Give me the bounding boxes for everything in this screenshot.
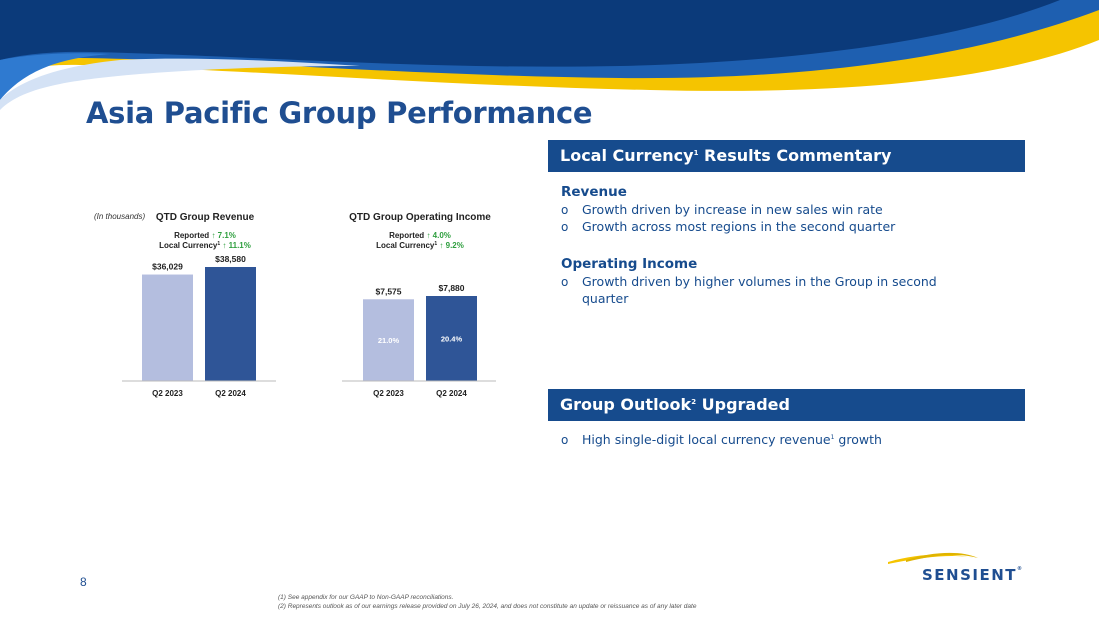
revenue-heading: Revenue — [561, 184, 627, 200]
x-tick-label: Q2 2024 — [215, 389, 246, 398]
reported-growth: Reported ↑ 7.1% — [174, 231, 236, 240]
operating-income-bullets: Growth driven by higher volumes in the G… — [561, 274, 982, 307]
outlook-section: High single-digit local currency revenue… — [561, 430, 982, 449]
bar-value-label: $7,880 — [439, 283, 465, 293]
chart-title: QTD Group Operating Income — [349, 212, 491, 223]
footnote-2: (2) Represents outlook as of our earning… — [278, 602, 697, 610]
bar-q2-2024 — [205, 267, 256, 381]
local-currency-growth: Local Currency1 ↑ 9.2% — [376, 238, 464, 250]
revenue-bullets: Growth driven by increase in new sales w… — [561, 202, 982, 235]
chart-title: QTD Group Revenue — [156, 212, 255, 223]
bar-q2-2023 — [142, 274, 193, 381]
commentary-header-text: Local Currency — [560, 146, 694, 165]
chart-units-note: (In thousands) — [94, 212, 145, 221]
outlook-header-text: Group Outlook — [560, 395, 692, 414]
sensient-logo: SENSIENT® — [922, 566, 1022, 584]
local-currency-label: Local Currency — [376, 241, 435, 250]
bar-value-label: $7,575 — [376, 286, 402, 296]
local-currency-growth-value: ↑ 11.1% — [222, 241, 250, 250]
operating-income-chart-svg: QTD Group Operating Income Reported ↑ 4.… — [342, 212, 496, 398]
reported-label: Reported — [174, 231, 209, 240]
x-tick-label: Q2 2023 — [373, 389, 404, 398]
footnote-ref: 1 — [693, 149, 699, 157]
outlook-bullet-text: High single-digit local currency revenue — [582, 432, 831, 447]
bar-q2-2023 — [363, 299, 414, 381]
outlook-bullets: High single-digit local currency revenue… — [561, 432, 982, 449]
x-tick-label: Q2 2023 — [152, 389, 183, 398]
bullet-item: Growth driven by higher volumes in the G… — [561, 274, 982, 307]
local-currency-label: Local Currency — [159, 241, 218, 250]
sensient-logo-swoosh — [888, 552, 978, 564]
operating-income-heading: Operating Income — [561, 256, 698, 272]
local-currency-growth-value: ↑ 9.2% — [439, 241, 463, 250]
x-tick-label: Q2 2024 — [436, 389, 467, 398]
revenue-chart: (In thousands) QTD Group Revenue Reporte… — [88, 204, 288, 404]
bullet-item: Growth across most regions in the second… — [561, 219, 982, 236]
operating-income-chart: QTD Group Operating Income Reported ↑ 4.… — [308, 204, 508, 404]
footnote-ref: 2 — [691, 398, 697, 406]
reported-label: Reported — [389, 231, 424, 240]
bar-margin-label: 21.0% — [378, 336, 400, 345]
page-number: 8 — [80, 575, 87, 589]
bar-value-label: $38,580 — [215, 254, 246, 264]
outlook-header: Group Outlook2 Upgraded — [548, 389, 1025, 421]
revenue-chart-svg: (In thousands) QTD Group Revenue Reporte… — [94, 212, 276, 398]
bar-group: $7,575 21.0% Q2 2023 $7,880 20.4% Q2 2024 — [363, 283, 477, 398]
footnote-1: (1) See appendix for our GAAP to Non-GAA… — [278, 594, 454, 601]
operating-income-section: Operating Income Growth driven by higher… — [561, 256, 982, 307]
bullet-item: High single-digit local currency revenue… — [561, 432, 982, 449]
bar-group: $36,029 Q2 2023 $38,580 Q2 2024 — [142, 254, 256, 398]
reported-growth: Reported ↑ 4.0% — [389, 231, 451, 240]
reported-growth-value: ↑ 4.0% — [426, 231, 450, 240]
header-banner — [0, 0, 1099, 110]
page-title: Asia Pacific Group Performance — [86, 96, 593, 130]
bar-q2-2024 — [426, 296, 477, 381]
local-currency-growth: Local Currency1 ↑ 11.1% — [159, 238, 251, 250]
outlook-bullet-text-b: growth — [834, 432, 882, 447]
commentary-header: Local Currency1 Results Commentary — [548, 140, 1025, 172]
footnote-ref: 1 — [830, 434, 835, 441]
footnote-ref: 1 — [434, 241, 437, 247]
commentary-header-text-b: Results Commentary — [698, 146, 892, 165]
revenue-section: Revenue Growth driven by increase in new… — [561, 184, 982, 235]
reported-growth-value: ↑ 7.1% — [211, 231, 235, 240]
outlook-header-text-b: Upgraded — [696, 395, 790, 414]
footnotes: (1) See appendix for our GAAP to Non-GAA… — [278, 594, 696, 611]
bar-value-label: $36,029 — [152, 262, 183, 272]
logo-text: SENSIENT — [922, 566, 1018, 584]
bullet-item: Growth driven by increase in new sales w… — [561, 202, 982, 219]
footnote-ref: 1 — [217, 241, 220, 247]
bar-margin-label: 20.4% — [441, 335, 463, 344]
logo-mark: ® — [1017, 566, 1023, 572]
